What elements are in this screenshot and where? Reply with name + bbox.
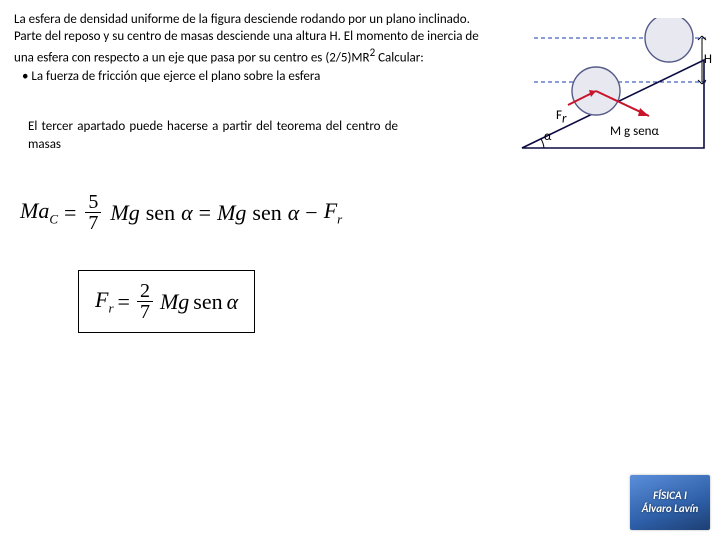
logo-line1: FÍSICA I [653,490,687,502]
follow-text: El tercer apartado puede hacerse a parti… [28,118,398,153]
problem-statement: La esfera de densidad uniforme de la fig… [14,12,494,86]
label-alpha: α [544,129,551,144]
label-H: H [704,52,712,67]
logo-line2: Álvaro Lavín [642,503,699,515]
equation-2-box: Fr = 2 7 Mg sen α [78,270,255,333]
label-Mg: M g senα [610,124,659,139]
course-logo: FÍSICA I Álvaro Lavín [630,475,710,530]
equation-1: MaC = 5 7 Mg sen α = Mg sen α − Fr [20,192,342,233]
problem-bullet: • La fuerza de fricción que ejerce el pl… [22,69,494,86]
problem-line1b: Calcular: [375,50,424,65]
incline-diagram: H Fr α M g senα [514,18,714,158]
label-Fr: Fr [556,108,566,127]
